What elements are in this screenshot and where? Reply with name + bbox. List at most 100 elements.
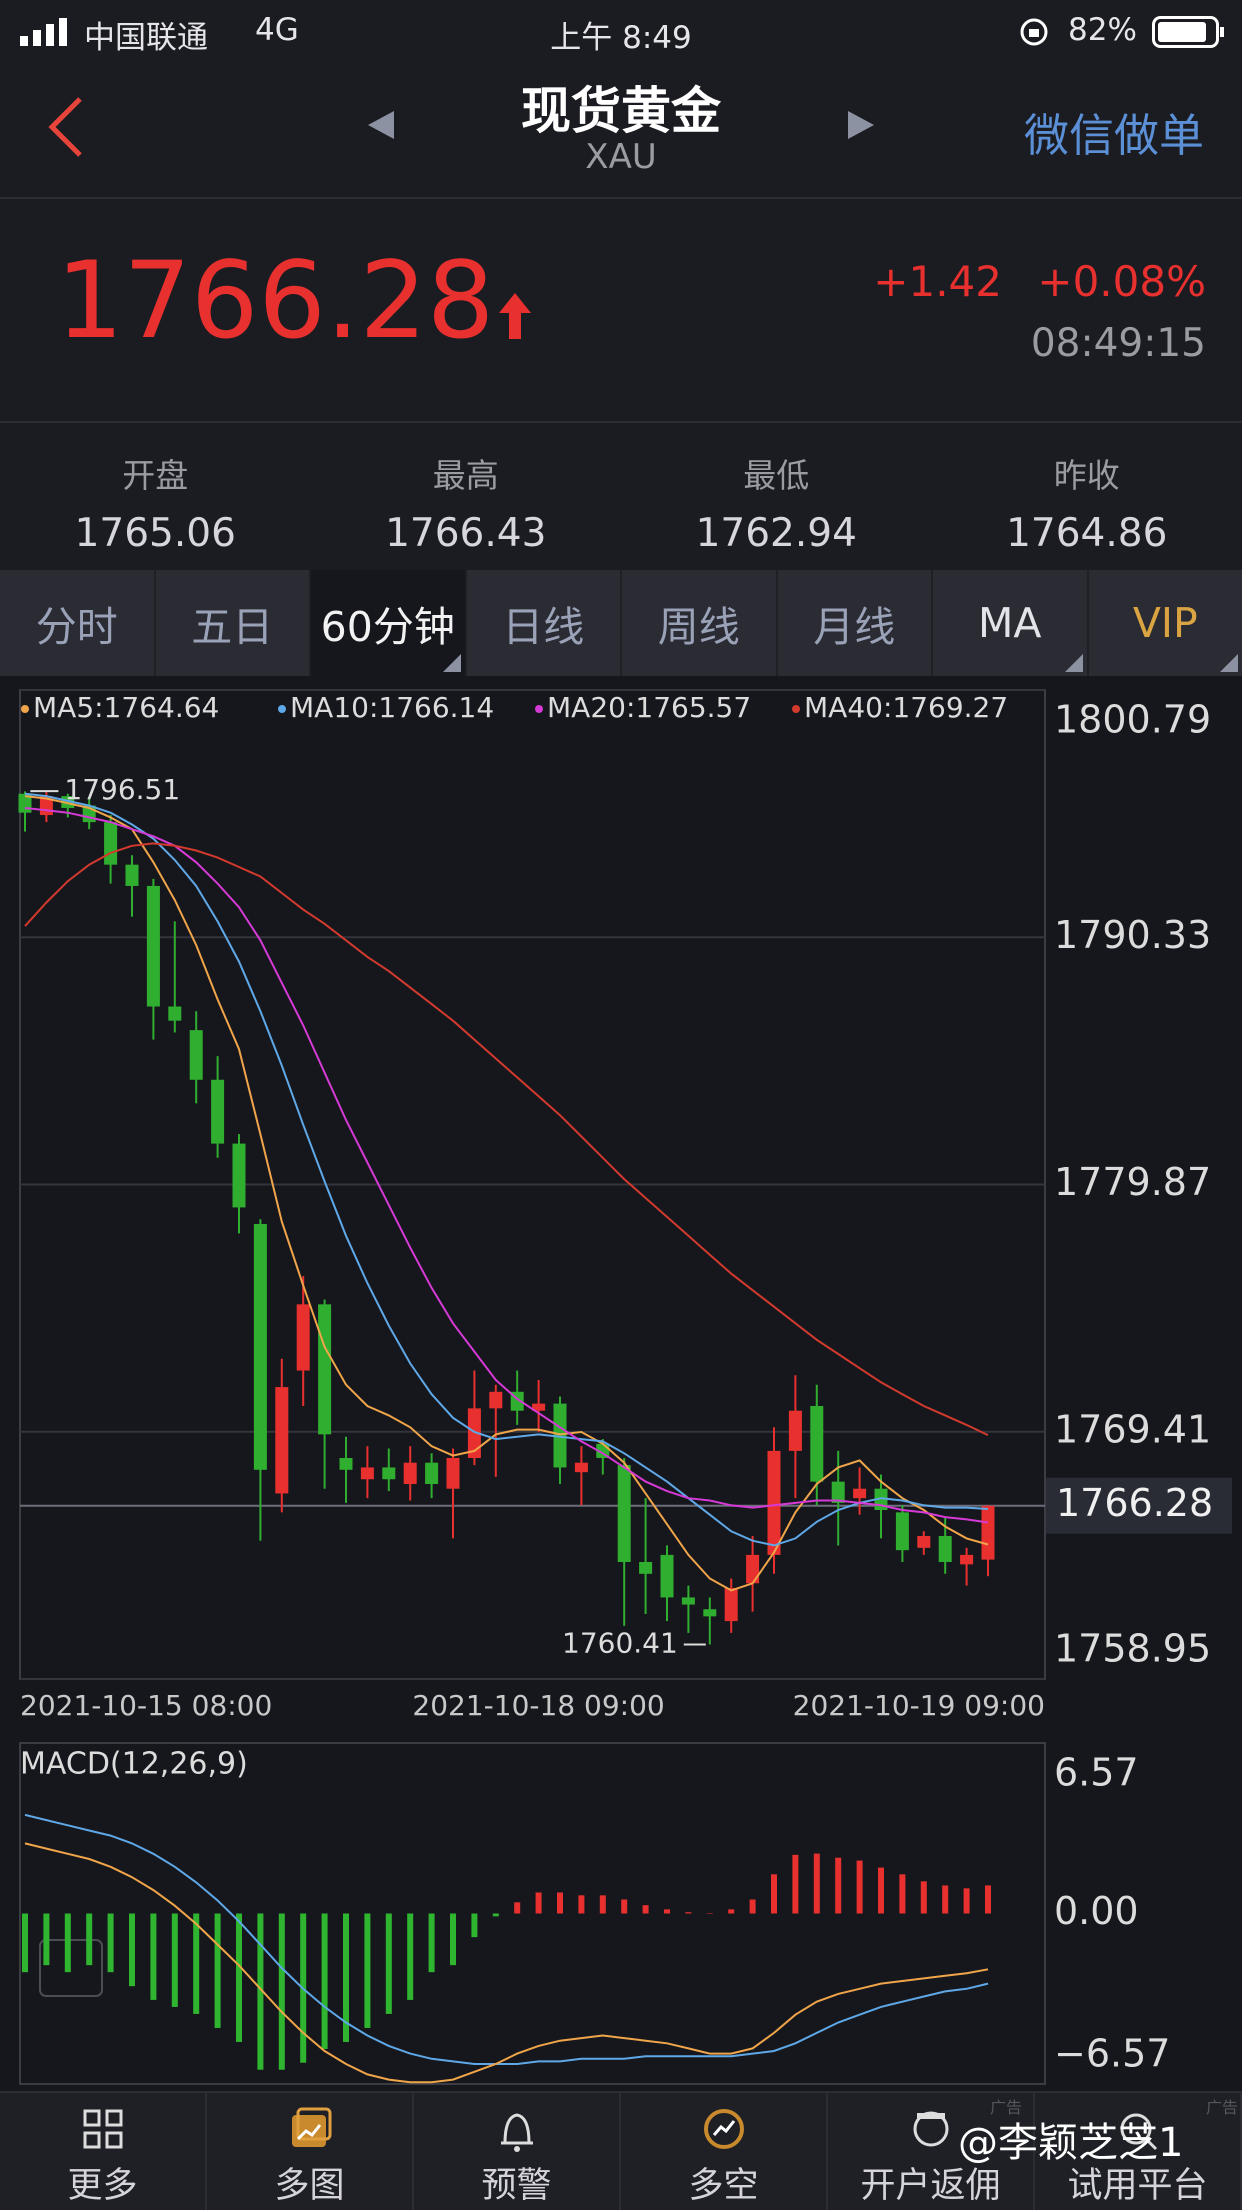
candle-body	[575, 1463, 588, 1472]
candle-body	[340, 1458, 353, 1470]
candle-body	[297, 1304, 310, 1370]
macd-bar	[215, 1914, 221, 2028]
candle-body	[447, 1458, 460, 1489]
macd-bar	[514, 1902, 520, 1913]
macd-bar	[386, 1914, 392, 2014]
max-marker-label: 1796.51	[64, 773, 180, 806]
candle-body	[361, 1467, 374, 1479]
macd-bar	[450, 1914, 456, 1966]
macd-bar	[578, 1895, 584, 1913]
nav-label: 预警	[481, 2157, 551, 2208]
macd-bar	[942, 1885, 948, 1913]
candle-body	[254, 1224, 267, 1470]
macd-bar	[236, 1914, 242, 2042]
candle-body	[789, 1411, 802, 1451]
macd-bar	[899, 1874, 905, 1913]
legend-label: MA10:1766.14	[290, 691, 494, 724]
candle-body	[917, 1536, 930, 1548]
y-tick-label: 6.57	[1054, 1751, 1139, 1795]
candle-body	[703, 1609, 716, 1616]
y-tick-label: 1800.79	[1054, 698, 1211, 742]
macd-bar	[471, 1914, 477, 1938]
y-tick-label: 1758.95	[1054, 1627, 1211, 1671]
nav-label: 多图	[274, 2157, 344, 2208]
y-tick-label: 1790.33	[1054, 913, 1211, 957]
x-tick-label: 2021-10-18 09:00	[412, 1689, 664, 1722]
nav-icon	[698, 2105, 750, 2153]
x-tick-label: 2021-10-15 08:00	[20, 1689, 272, 1722]
legend-dot	[21, 705, 29, 713]
macd-bar	[172, 1914, 178, 2007]
macd-bar	[557, 1892, 563, 1913]
macd-bar	[685, 1912, 691, 1913]
macd-bar	[279, 1914, 285, 2070]
nav-item[interactable]: 更多	[0, 2093, 207, 2210]
macd-bar	[493, 1914, 499, 1917]
candle-body	[425, 1463, 438, 1484]
nav-icon	[284, 2105, 336, 2153]
macd-bar	[921, 1881, 927, 1913]
macd-bar	[43, 1914, 49, 1966]
macd-bar	[150, 1914, 156, 2000]
legend-label: MA40:1769.27	[804, 691, 1008, 724]
macd-bar	[728, 1909, 734, 1913]
candle-body	[982, 1506, 995, 1560]
macd-bar	[857, 1861, 863, 1914]
nav-label: 更多	[67, 2157, 137, 2208]
candle-body	[211, 1080, 224, 1144]
candle-body	[896, 1512, 909, 1550]
macd-bar	[65, 1914, 71, 1973]
y-tick-label: −6.57	[1054, 2032, 1170, 2076]
candle-body	[746, 1555, 759, 1583]
macd-bar	[643, 1905, 649, 1913]
legend-dot	[535, 705, 543, 713]
nav-item[interactable]: 多图	[207, 2093, 414, 2210]
candle-body	[318, 1304, 331, 1434]
candle-body	[190, 1030, 203, 1080]
macd-bar	[86, 1914, 92, 1966]
min-marker-label: 1760.41	[562, 1626, 678, 1659]
y-tick-label: 1779.87	[1054, 1160, 1211, 1204]
legend-label: MA5:1764.64	[33, 691, 219, 724]
macd-bar	[429, 1914, 435, 1973]
macd-bar	[600, 1895, 606, 1913]
macd-bar	[108, 1914, 114, 1973]
macd-bar	[835, 1858, 841, 1914]
macd-bar	[964, 1888, 970, 1913]
candle-body	[126, 865, 139, 886]
nav-item[interactable]: 多空	[621, 2093, 828, 2210]
macd-bar	[193, 1914, 199, 2014]
macd-bar	[364, 1914, 370, 2028]
x-tick-label: 2021-10-19 09:00	[793, 1689, 1045, 1722]
macd-bar	[129, 1914, 135, 1987]
ad-label: 广告	[1206, 2094, 1238, 2118]
candle-body	[810, 1406, 823, 1482]
macd-bar	[407, 1914, 413, 2000]
candle-body	[661, 1555, 674, 1598]
candle-body	[960, 1555, 973, 1564]
macd-bar	[621, 1899, 627, 1913]
nav-icon	[905, 2105, 957, 2153]
candle-body	[768, 1451, 781, 1555]
charts: 1800.791790.331779.871769.411758.951766.…	[0, 0, 1242, 2091]
chart-background	[0, 676, 1242, 2091]
watermark: @李颖芝芝1	[958, 2110, 1183, 2168]
candle-body	[233, 1144, 246, 1208]
candle-body	[853, 1489, 866, 1498]
macd-bar	[707, 1914, 713, 1915]
macd-bar	[750, 1899, 756, 1913]
candle-body	[168, 1007, 181, 1021]
candle-body	[939, 1536, 952, 1562]
macd-bar	[322, 1914, 328, 2049]
macd-bar	[536, 1892, 542, 1913]
legend-dot	[792, 705, 800, 713]
macd-bar	[22, 1914, 28, 1973]
ad-label: 广告	[990, 2094, 1022, 2118]
candle-body	[275, 1387, 288, 1493]
nav-item[interactable]: 预警	[414, 2093, 621, 2210]
y-tick-label: 1769.41	[1054, 1407, 1211, 1451]
candle-body	[618, 1465, 631, 1562]
macd-bar	[985, 1885, 991, 1913]
nav-label: 多空	[688, 2157, 758, 2208]
